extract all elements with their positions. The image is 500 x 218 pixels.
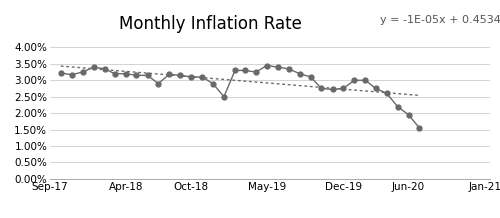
Text: y = -1E-05x + 0.4534: y = -1E-05x + 0.4534 xyxy=(380,15,500,25)
Text: Monthly Inflation Rate: Monthly Inflation Rate xyxy=(118,15,302,33)
